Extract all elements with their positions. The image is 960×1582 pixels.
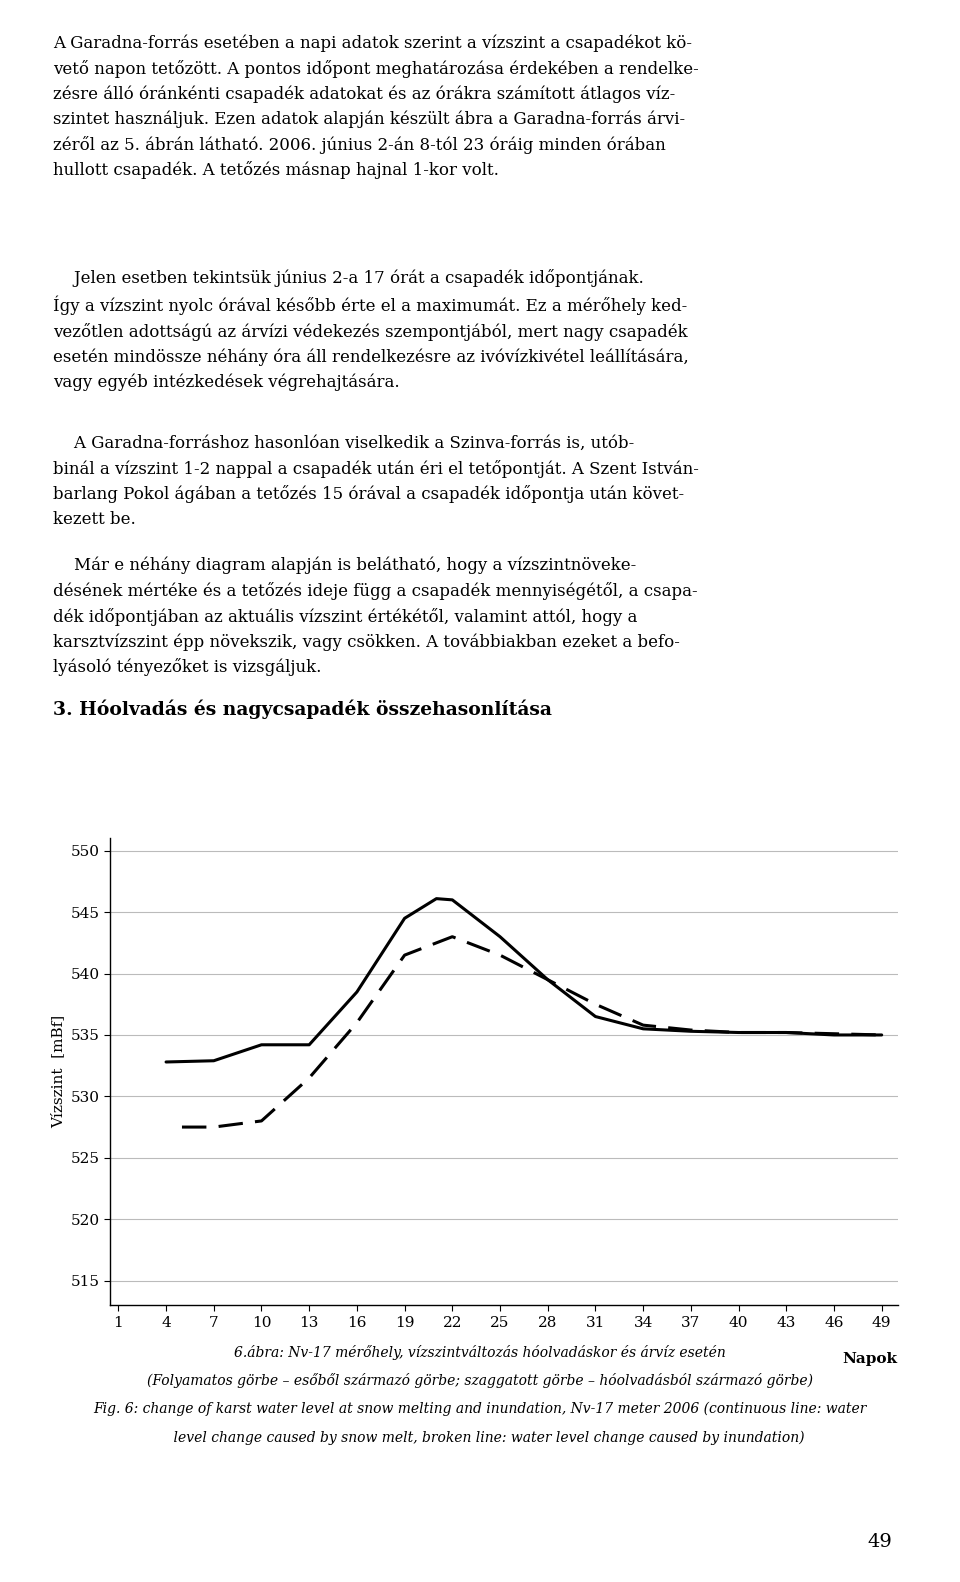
Text: Napok: Napok <box>843 1351 898 1365</box>
Text: 6.ábra: Nv-17 mérőhely, vízszintváltozás hóolvadáskor és árvíz esetén: 6.ábra: Nv-17 mérőhely, vízszintváltozás… <box>234 1345 726 1359</box>
Text: 49: 49 <box>868 1533 893 1552</box>
Text: level change caused by snow melt, broken line: water level change caused by inun: level change caused by snow melt, broken… <box>156 1430 804 1444</box>
Y-axis label: Vízszint  [mBf]: Vízszint [mBf] <box>51 1016 65 1128</box>
Text: 3. Hóolvadás és nagycsapadék összehasonlítása: 3. Hóolvadás és nagycsapadék összehasonl… <box>53 699 552 718</box>
Text: Fig. 6: change of karst water level at snow melting and inundation, Nv-17 meter : Fig. 6: change of karst water level at s… <box>93 1402 867 1416</box>
Text: Jelen esetben tekintsük június 2-a 17 órát a csapadék időpontjának.
Így a vízszi: Jelen esetben tekintsük június 2-a 17 ór… <box>53 269 688 391</box>
Text: Már e néhány diagram alapján is belátható, hogy a vízszintnöveke-
désének mérték: Már e néhány diagram alapján is beláthat… <box>53 557 697 677</box>
Text: A Garadna-forrás esetében a napi adatok szerint a vízszint a csapadékot kö-
vető: A Garadna-forrás esetében a napi adatok … <box>53 35 699 179</box>
Text: A Garadna-forráshoz hasonlóan viselkedik a Szinva-forrás is, utób-
binál a vízsz: A Garadna-forráshoz hasonlóan viselkedik… <box>53 435 699 528</box>
Text: (Folyamatos görbe – esőből származó görbe; szaggatott görbe – hóolvadásból szárm: (Folyamatos görbe – esőből származó görb… <box>147 1373 813 1387</box>
